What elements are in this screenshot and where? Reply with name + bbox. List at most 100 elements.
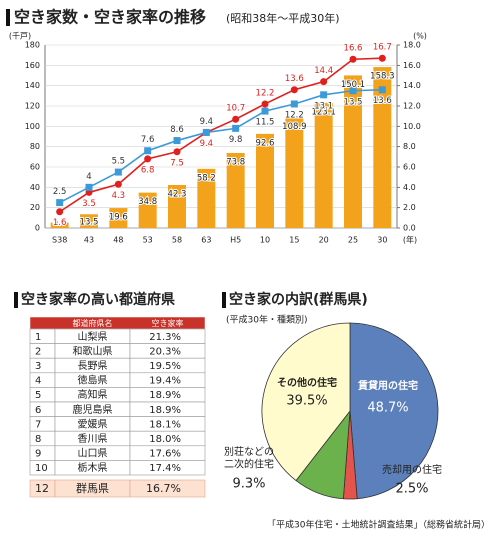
table-cell-text: 2: [35, 346, 41, 357]
y-tick-label: 40: [30, 183, 40, 192]
x-tick-label: 53: [143, 236, 153, 245]
line-value-label: 3.5: [82, 199, 96, 209]
table-header: 都道府県名: [73, 318, 113, 328]
line-value-label: 4: [86, 172, 91, 182]
pie-label: 賃貸用の住宅: [357, 379, 418, 392]
table-cell-text: 17.6%: [149, 449, 181, 460]
bar: [256, 133, 274, 228]
table-title: 空き家率の高い都道府県: [21, 291, 175, 308]
table-cell-text: 12: [35, 482, 49, 495]
line-value-label: 1.6: [53, 218, 67, 228]
marker: [378, 86, 386, 94]
bar-value-label: 73.8: [226, 157, 245, 167]
table-cell-text: 長野県: [78, 360, 108, 372]
bar-value-label: 42.3: [168, 189, 187, 199]
line-value-label: 8.6: [170, 125, 184, 135]
pie-slice: [349, 322, 439, 500]
bar: [344, 75, 362, 228]
y2-tick-label: 12.0: [403, 102, 421, 111]
y2-tick-label: 16.0: [403, 61, 421, 70]
x-tick-label: 20: [319, 236, 329, 245]
y-tick-label: 180: [25, 41, 40, 50]
x-tick-label: 43: [84, 236, 94, 245]
line-value-label: 16.6: [344, 44, 363, 54]
pie-value-label: 48.7%: [367, 401, 408, 416]
table-cell: [29, 416, 56, 432]
y2-tick-label: 0.0: [403, 224, 416, 233]
bar: [109, 208, 128, 228]
bar: [226, 152, 245, 228]
line-value-label: 7.6: [141, 135, 155, 145]
bar: [373, 67, 392, 228]
x-tick-label: S38: [52, 236, 67, 245]
y2-tick-label: 14.0: [403, 81, 421, 90]
y-tick-label: 140: [25, 81, 40, 90]
line-value-label: 16.7: [373, 43, 392, 53]
line-value-label: 10.7: [226, 104, 245, 114]
title-marker: [6, 9, 10, 26]
line-value-label: 4.3: [112, 191, 126, 201]
bar-value-label: 158.3: [370, 72, 394, 82]
bar: [80, 214, 98, 228]
y-tick-label: 80: [30, 142, 40, 151]
x-axis-unit: (年): [403, 235, 417, 245]
line-value-label: 7.5: [170, 158, 184, 168]
marker: [173, 137, 181, 145]
line: [59, 88, 383, 204]
x-tick-label: 30: [377, 236, 387, 245]
marker: [85, 183, 93, 191]
line-value-label: 12.2: [256, 88, 275, 98]
line-value-label: 6.8: [141, 165, 155, 175]
pie-value-label: 9.3%: [232, 477, 265, 492]
marker: [232, 124, 240, 132]
line-value-label: 2.5: [53, 187, 67, 197]
line-value-label: 13.1: [314, 101, 333, 111]
marker: [173, 148, 181, 156]
table-cell: [29, 328, 56, 344]
table-cell: [29, 343, 56, 359]
y-tick-label: 160: [25, 61, 40, 70]
table-cell-text: 19.4%: [149, 376, 181, 387]
bar-value-label: 123.1: [311, 107, 335, 117]
table-cell-text: 20.3%: [149, 346, 181, 357]
marker: [349, 87, 357, 95]
x-tick-label: 48: [113, 236, 123, 245]
marker: [114, 180, 122, 188]
bar-value-label: 150.1: [341, 80, 365, 90]
table-cell-text: 愛媛県: [78, 417, 108, 430]
source-note: 「平成30年住宅・土地統計調査結果」（総務省統計局）: [267, 519, 490, 531]
table-cell: [29, 387, 56, 403]
table-cell-text: 7: [35, 419, 41, 430]
marker: [144, 147, 152, 155]
x-tick-label: 63: [201, 236, 211, 245]
table-cell-text: 山口県: [78, 448, 108, 460]
bar-value-label: 92.6: [256, 138, 275, 148]
y-axis-label: (千戸): [9, 31, 31, 41]
bar: [168, 184, 186, 228]
table-cell-text: 栃木県: [78, 461, 108, 474]
table-cell-text: 4: [35, 376, 41, 387]
line: [59, 57, 383, 213]
table-header: 空き家率: [152, 318, 184, 328]
table-cell: [29, 372, 56, 388]
table-cell: [29, 401, 56, 417]
y2-tick-label: 4.0: [403, 183, 416, 192]
pie-slice: [261, 322, 351, 482]
y2-axis-label: (%): [413, 32, 427, 41]
table-cell-text: 18.1%: [149, 419, 181, 430]
bar-value-label: 13.5: [80, 218, 99, 228]
y2-tick-label: 6.0: [403, 163, 416, 172]
bar-value-label: 58.2: [197, 173, 216, 183]
marker: [56, 208, 64, 216]
bar: [197, 168, 216, 228]
marker: [261, 107, 269, 115]
table-cell-text: 18.9%: [149, 405, 181, 416]
y-tick-label: 100: [25, 122, 40, 131]
y2-tick-label: 2.0: [403, 203, 416, 212]
marker: [144, 155, 152, 163]
x-tick-label: H5: [230, 236, 241, 245]
x-tick-label: 58: [172, 236, 182, 245]
marker: [378, 54, 386, 62]
bar-value-label: 19.6: [109, 213, 128, 223]
